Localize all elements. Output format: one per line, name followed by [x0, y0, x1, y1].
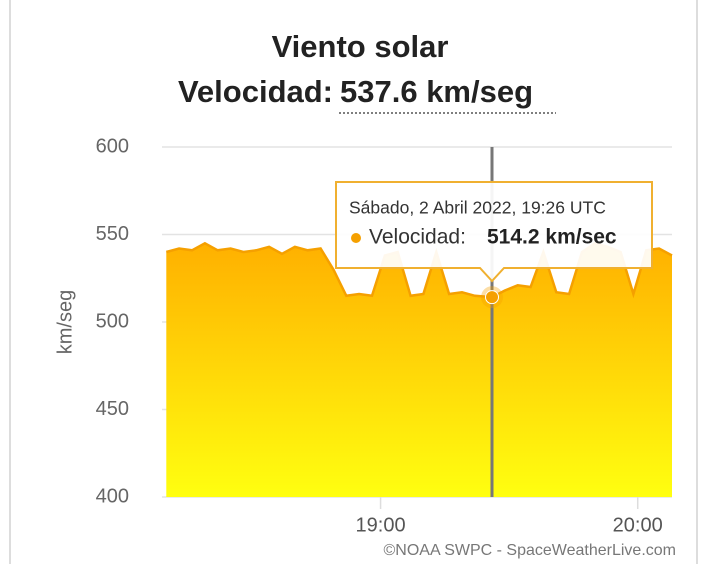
- area: [166, 243, 673, 497]
- subtitle-value: 537.6 km/seg: [340, 74, 533, 109]
- chart-title: Viento solar: [272, 29, 449, 64]
- subtitle-label: Velocidad:: [178, 74, 333, 109]
- tooltip: Sábado, 2 Abril 2022, 19:26 UTC Velocidad…: [335, 181, 653, 283]
- x-tick-label: 19:00: [356, 514, 406, 536]
- y-axis-label: km/seg: [54, 290, 76, 354]
- credit: ©NOAA SWPC - SpaceWeatherLive.com: [384, 542, 676, 559]
- tooltip-date: Sábado, 2 Abril 2022, 19:26 UTC: [349, 198, 606, 218]
- y-tick-label: 450: [96, 398, 129, 420]
- y-tick-label: 400: [96, 485, 129, 507]
- tooltip-dot: [351, 233, 361, 243]
- y-tick-label: 550: [96, 223, 129, 245]
- hover-point: [485, 290, 499, 305]
- tooltip-value: 514.2 km/sec: [487, 226, 617, 249]
- y-tick-label: 500: [96, 310, 129, 332]
- x-tick-label: 20:00: [613, 514, 663, 536]
- tooltip-box: [335, 181, 653, 283]
- y-tick-label: 600: [96, 135, 129, 157]
- tooltip-label: Velocidad:: [369, 226, 466, 249]
